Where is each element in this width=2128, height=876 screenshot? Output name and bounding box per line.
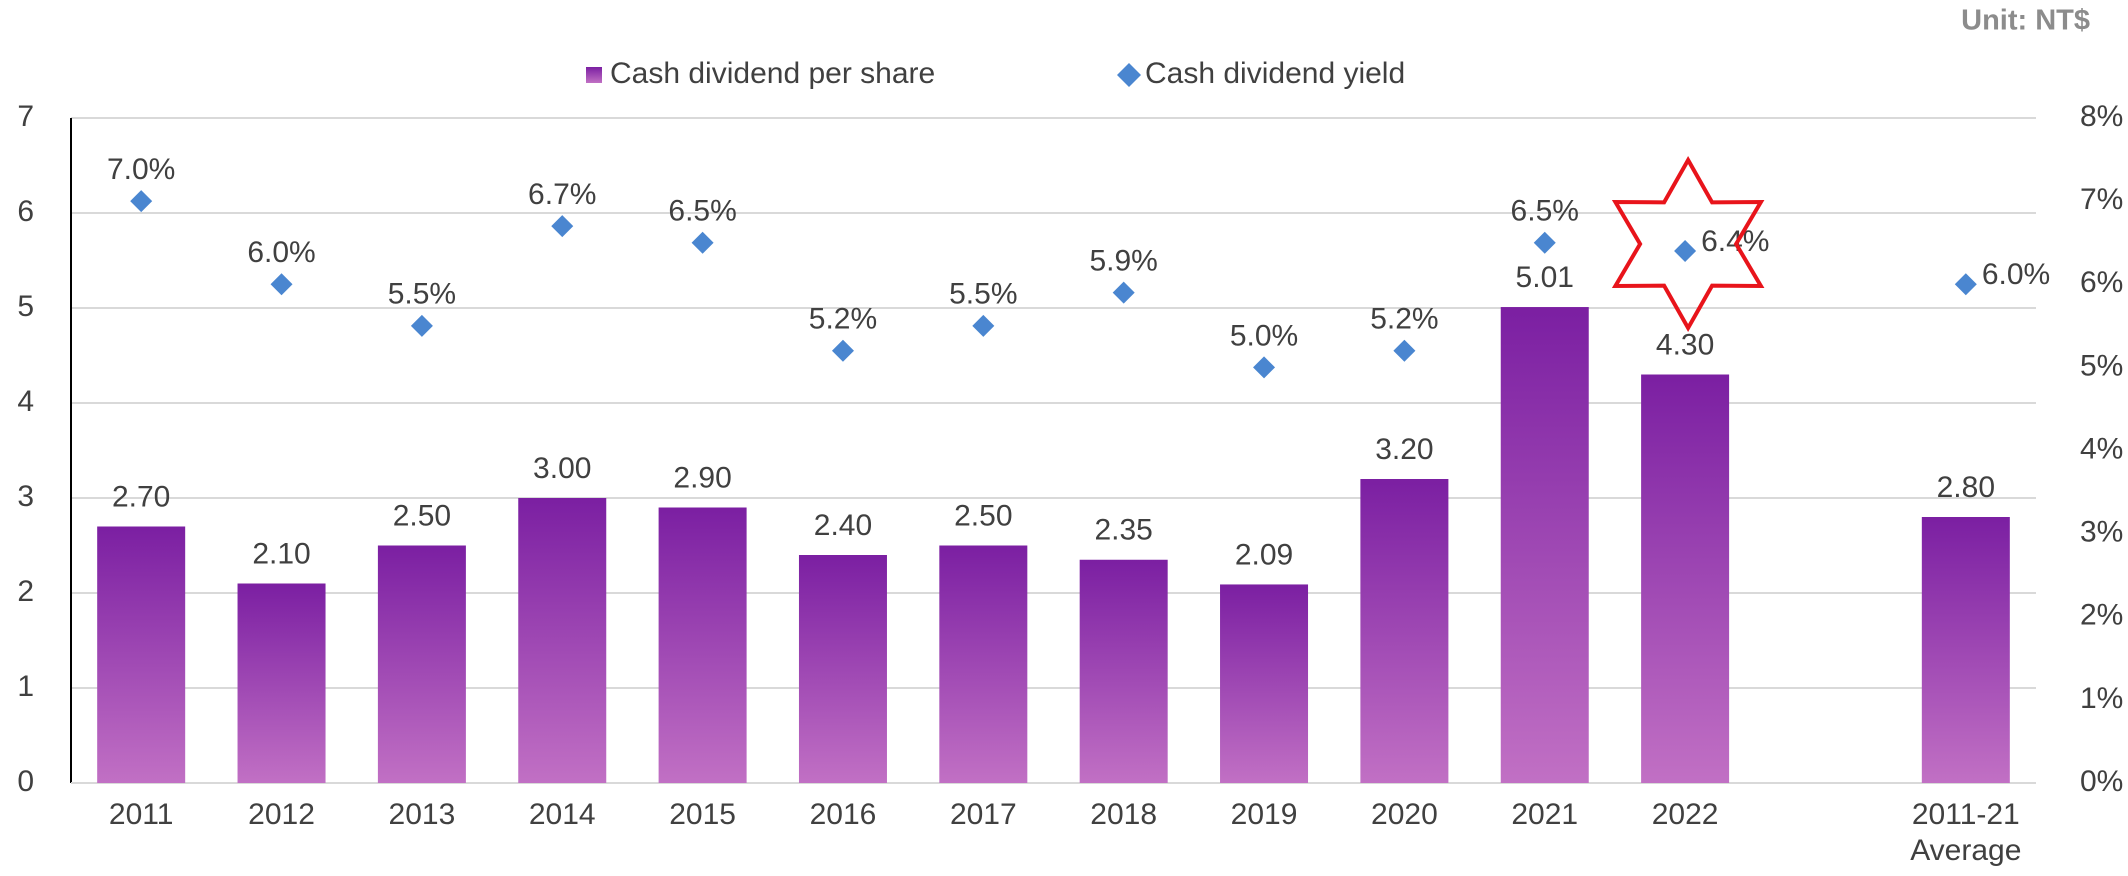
yield-label: 6.5%	[1511, 195, 1579, 228]
bar-label: 2.90	[673, 461, 731, 494]
x-tick-label: 2022	[1651, 798, 1719, 831]
yield-marker	[1393, 339, 1416, 362]
bar	[1921, 517, 2010, 783]
bar-label: 3.20	[1375, 433, 1433, 466]
yield-marker	[1112, 281, 1135, 304]
y2-tick-label: 7%	[2080, 183, 2123, 216]
x-tick-label: 2013	[388, 798, 456, 831]
x-tick-label: 2017	[949, 798, 1017, 831]
highlight-star	[1611, 155, 1765, 333]
yield-marker	[691, 231, 714, 254]
bar-label: 3.00	[533, 452, 591, 485]
yield-label: 6.5%	[668, 195, 736, 228]
yield-label: 6.0%	[247, 236, 315, 269]
y2-tick-label: 0%	[2080, 765, 2123, 798]
bar-label: 2.50	[393, 499, 451, 532]
yield-label: 5.0%	[1230, 319, 1298, 352]
yield-label: 5.5%	[949, 278, 1017, 311]
bar	[1500, 307, 1589, 783]
bar-label: 5.01	[1516, 261, 1574, 294]
y2-tick-label: 2%	[2080, 599, 2123, 632]
x-tick-label: 2011	[108, 798, 174, 831]
bar	[377, 545, 466, 783]
bar	[798, 555, 887, 783]
yield-label: 5.5%	[388, 278, 456, 311]
yield-marker	[270, 273, 293, 296]
bar	[237, 583, 326, 783]
yield-label: 6.0%	[1982, 258, 2050, 291]
bar	[97, 526, 186, 783]
y-tick-label: 1	[17, 670, 34, 703]
bar-label: 2.40	[814, 509, 872, 542]
bar-label: 2.80	[1937, 471, 1995, 504]
x-tick-label: 2020	[1371, 798, 1438, 831]
bar	[1079, 559, 1168, 783]
yield-marker	[130, 190, 153, 213]
legend-label: Cash dividend per share	[610, 57, 935, 90]
bar-label: 2.35	[1094, 514, 1152, 547]
x-tick-label: 2018	[1090, 798, 1158, 831]
bar-label: 2.10	[252, 537, 310, 570]
y-tick-label: 7	[17, 100, 34, 133]
y2-tick-label: 4%	[2080, 432, 2123, 465]
yield-marker	[831, 339, 854, 362]
y2-tick-label: 8%	[2080, 100, 2123, 133]
y-tick-label: 3	[17, 480, 34, 513]
x-tick-label: 2021	[1511, 798, 1579, 831]
yield-label: 5.9%	[1089, 244, 1157, 277]
yield-marker	[1253, 356, 1276, 379]
bar-label: 2.09	[1235, 538, 1293, 571]
unit-note: Unit: NT$	[1961, 5, 2090, 37]
yield-label: 6.7%	[528, 178, 596, 211]
x-tick-label: 2015	[669, 798, 736, 831]
y2-tick-label: 3%	[2080, 516, 2123, 549]
y-tick-label: 0	[17, 765, 34, 798]
y-tick-label: 5	[17, 290, 34, 323]
x-tick-label: 2014	[528, 798, 596, 831]
yield-marker	[1674, 240, 1697, 262]
y-tick-label: 4	[17, 385, 34, 418]
yield-marker	[410, 314, 433, 337]
y2-tick-label: 1%	[2080, 682, 2123, 715]
yield-label: 7.0%	[107, 153, 175, 186]
y-tick-label: 6	[17, 195, 34, 228]
yield-marker	[1533, 231, 1556, 254]
bar	[658, 507, 747, 783]
x-tick-label: 2012	[248, 798, 315, 831]
x-tick-label: 2016	[809, 798, 877, 831]
bar	[518, 498, 607, 783]
legend-marker	[1117, 63, 1141, 87]
bar	[939, 545, 1028, 783]
yield-marker	[1954, 273, 1977, 296]
bar	[1360, 479, 1449, 783]
yield-label: 5.2%	[809, 303, 877, 336]
yield-label: 5.2%	[1370, 303, 1438, 336]
bar-label: 4.30	[1656, 328, 1714, 361]
bar	[1220, 584, 1309, 783]
y-tick-label: 2	[17, 575, 34, 608]
legend-label: Cash dividend yield	[1145, 57, 1405, 90]
x-tick-label: 2011-21 Average	[1910, 798, 2022, 867]
y2-tick-label: 5%	[2080, 349, 2123, 382]
y2-tick-label: 6%	[2080, 266, 2123, 299]
bar-label: 2.50	[954, 499, 1012, 532]
yield-marker	[551, 215, 574, 238]
x-tick-label: 2019	[1230, 798, 1298, 831]
bar	[1641, 374, 1730, 783]
bar-label: 2.70	[112, 480, 170, 513]
legend-swatch	[586, 67, 602, 83]
yield-marker	[972, 314, 995, 337]
